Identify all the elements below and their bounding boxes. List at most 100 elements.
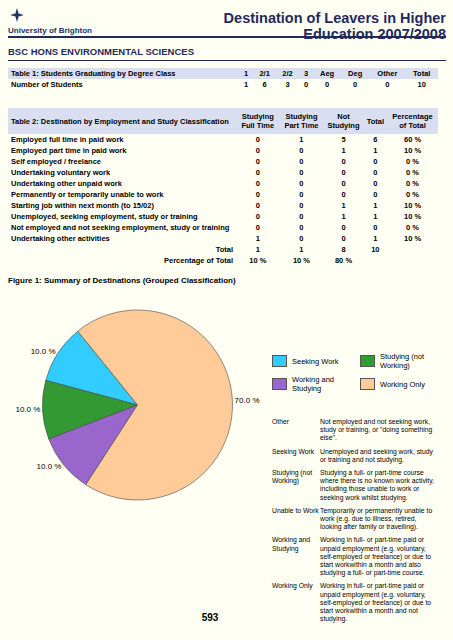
html-text:1: 1 (299, 135, 304, 144)
html-text:0: 0 (299, 201, 304, 210)
html-text:1: 1 (341, 146, 346, 155)
html-text:0: 0 (353, 80, 358, 89)
html-text:5: 5 (341, 135, 346, 144)
html-text:Figure 1: Summary of Destinati: Figure 1: Summary of Destinations (Group… (8, 276, 236, 285)
html-text:Studying a full- or part-time: Studying a full- or part-time course whe… (320, 469, 434, 501)
html-text:Studying Part Time: Studying Part Time (284, 112, 319, 130)
html-text:0: 0 (373, 179, 378, 188)
html-text:Studying (not Working): Studying (not Working) (272, 469, 313, 485)
html-text:0: 0 (325, 80, 330, 89)
html-text:Working in full- or part-time: Working in full- or part-time paid or un… (320, 582, 432, 623)
html-text:Total: Total (215, 245, 233, 254)
html-text:Working and Studying: Working and Studying (272, 536, 310, 552)
html-text:0: 0 (373, 157, 378, 166)
html-text:60 %: 60 % (404, 135, 422, 144)
html-text:Working in full- or part-time: Working in full- or part-time paid or un… (320, 536, 432, 577)
html-text:0: 0 (299, 157, 304, 166)
html-text:University of Brighton: University of Brighton (8, 26, 92, 35)
html-text:0: 0 (255, 190, 260, 199)
html-text:0: 0 (299, 168, 304, 177)
html-text:Undertaking other unpaid work: Undertaking other unpaid work (11, 179, 122, 188)
html-text:0: 0 (373, 168, 378, 177)
html-text:6: 6 (373, 135, 378, 144)
svg-text:10.0 %: 10.0 % (37, 462, 62, 471)
html-text:0: 0 (255, 201, 260, 210)
html-text:10 %: 10 % (404, 201, 422, 210)
html-text:2/1: 2/1 (259, 69, 270, 78)
html-text:0: 0 (373, 190, 378, 199)
svg-text:70.0 %: 70.0 % (235, 396, 260, 405)
html-text:1: 1 (373, 146, 378, 155)
html-text:Deg: Deg (348, 69, 363, 78)
svg-text:10.0 %: 10.0 % (15, 405, 40, 414)
svg-text:10.0 %: 10.0 % (31, 347, 56, 356)
html-text:Unable to Work Temporarily or: Unable to Work Temporarily or permanentl… (272, 506, 433, 531)
html-text:0: 0 (341, 157, 346, 166)
html-text:0 %: 0 % (406, 223, 419, 232)
html-text:6: 6 (262, 80, 267, 89)
html-text:0 %: 0 % (406, 168, 419, 177)
html-text:Studying Full Time: Studying Full Time (241, 112, 275, 130)
html-text:Seeking Work: Seeking Work (272, 447, 315, 455)
html-text:Number of Students: Number of Students (11, 80, 83, 89)
html-text:0: 0 (255, 168, 260, 177)
html-text:Other: Other (377, 69, 398, 78)
html-text:Destination of Leavers in High: Destination of Leavers in Higher Educati… (223, 10, 446, 42)
html-text:Working Only: Working Only (380, 379, 425, 389)
html-text:Self employed / freelance: Self employed / freelance (11, 157, 101, 166)
html-text:10 %: 10 % (249, 256, 267, 265)
html-text:3: 3 (285, 80, 290, 89)
html-text:Other: Other (272, 418, 289, 425)
html-text:0 %: 0 % (406, 157, 419, 166)
html-text:Unemployed, seeking employment: Unemployed, seeking employment, study or… (11, 212, 198, 221)
html-text:3: 3 (303, 69, 309, 78)
html-text:BSC HONS ENVIRONMENTAL SCIENCE: BSC HONS ENVIRONMENTAL SCIENCES (8, 46, 194, 57)
html-text:Undertaking voluntary work: Undertaking voluntary work (11, 168, 111, 177)
html-text:Not Studying: Not Studying (327, 112, 360, 130)
html-text:0: 0 (255, 146, 260, 155)
html-text:Total: Total (366, 116, 384, 126)
html-text:0: 0 (341, 179, 346, 188)
html-text:0: 0 (255, 135, 260, 144)
html-text:10 %: 10 % (292, 256, 310, 265)
html-text:0: 0 (385, 80, 390, 89)
html-text:Not employed and not seeking e: Not employed and not seeking employment,… (11, 223, 230, 232)
html-text:10: 10 (371, 245, 380, 254)
html-text:1: 1 (244, 69, 249, 78)
html-text:0: 0 (255, 157, 260, 166)
html-text:Employed part time in paid wor: Employed part time in paid work (11, 146, 127, 155)
html-text:0: 0 (299, 146, 304, 155)
html-text:Starting job within next month: Starting job within next month (to 15/02… (11, 201, 154, 210)
html-text:Table 2: Destination by Employ: Table 2: Destination by Employment and S… (11, 116, 229, 126)
html-text:0 %: 0 % (406, 179, 419, 188)
html-text:0: 0 (341, 190, 346, 199)
html-text:10 %: 10 % (404, 234, 422, 243)
html-text:593: 593 (201, 612, 219, 623)
html-text:10 %: 10 % (404, 212, 422, 221)
html-text:0 %: 0 % (406, 190, 419, 199)
html-text:0: 0 (255, 179, 260, 188)
html-text:Percentage of Total: Percentage of Total (164, 256, 233, 265)
html-text:Studying (not Working): Studying (not Working) (380, 352, 425, 370)
html-text:Seeking Work: Seeking Work (292, 356, 339, 366)
html-text:0: 0 (299, 179, 304, 188)
html-text:2/2: 2/2 (282, 69, 293, 78)
html-text:Table 1: Students Graduating b: Table 1: Students Graduating by Degree C… (11, 69, 176, 78)
html-text:Permanently or temporarily una: Permanently or temporarily unable to wor… (11, 190, 164, 199)
html-text:10 %: 10 % (404, 146, 422, 155)
html-text:1: 1 (244, 80, 249, 89)
html-text:Employed full time in paid wor: Employed full time in paid work (11, 135, 124, 144)
html-text:10: 10 (417, 80, 426, 89)
html-text:0: 0 (341, 168, 346, 177)
html-text:Working Only: Working Only (272, 582, 313, 590)
html-text:0: 0 (299, 190, 304, 199)
html-text:Percentage of Total: Percentage of Total (392, 112, 433, 130)
html-text:Aeg: Aeg (320, 69, 335, 78)
html-text:Working and Studying: Working and Studying (292, 375, 334, 393)
html-text:Undertaking other activities: Undertaking other activities (11, 234, 110, 243)
html-text:Not employed and not seeking w: Not employed and not seeking work, study… (320, 418, 433, 442)
html-text:80 %: 80 % (335, 256, 353, 265)
html-text:0: 0 (303, 80, 309, 89)
html-text:Unemployed and seeking work, s: Unemployed and seeking work, study or tr… (320, 447, 433, 463)
html-text:Total: Total (413, 69, 431, 78)
